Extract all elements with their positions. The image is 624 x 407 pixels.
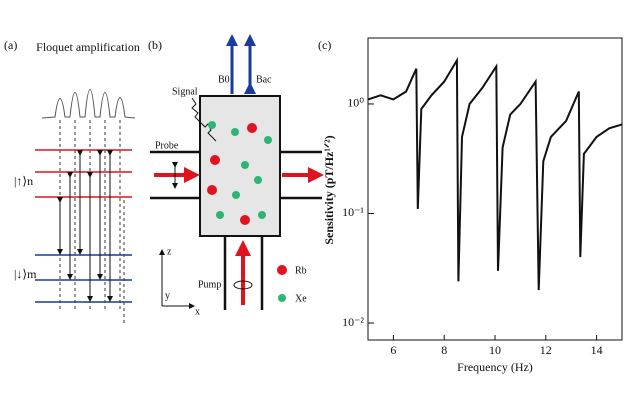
axis-label: z xyxy=(167,246,172,257)
legend-label: Xe xyxy=(295,293,307,304)
tubes xyxy=(150,150,322,310)
panel-label: (b) xyxy=(148,38,162,52)
x-tick-label: 14 xyxy=(591,343,603,357)
signal-label: Signal xyxy=(172,86,198,97)
cell xyxy=(199,95,281,237)
panel-label: (a) xyxy=(4,38,17,52)
panel-label: (c) xyxy=(318,38,331,52)
data-line xyxy=(367,56,623,291)
axes-triad xyxy=(159,249,195,309)
x-axis-label: Frequency (Hz) xyxy=(457,360,533,374)
legend-rb xyxy=(277,265,287,275)
pump-label: Pump xyxy=(198,279,221,290)
signal-coil xyxy=(191,97,217,142)
field-label: Bac xyxy=(256,74,272,85)
level-label: |↑⟩n xyxy=(14,174,33,188)
y-tick-label: 10⁰ xyxy=(347,96,364,110)
axis-label: y xyxy=(165,290,170,301)
y-tick-label: 10⁻¹ xyxy=(342,205,364,219)
axis-label: x xyxy=(195,306,200,317)
legend-label: Rb xyxy=(295,265,307,276)
x-tick-label: 10 xyxy=(489,343,501,357)
probe-label: Probe xyxy=(155,140,179,151)
polarization xyxy=(233,280,253,290)
transitions xyxy=(57,150,113,302)
x-tick-label: 8 xyxy=(441,343,447,357)
panel-a: (a) Floquet amplification |↑⟩n |↓⟩m xyxy=(4,38,140,325)
field-label: B0 xyxy=(218,74,230,85)
spectrum xyxy=(41,89,136,119)
lower-levels xyxy=(35,254,132,303)
x-tick-label: 12 xyxy=(540,343,552,357)
y-tick-label: 10⁻² xyxy=(342,315,364,329)
level-label: |↓⟩m xyxy=(14,267,37,281)
atoms xyxy=(207,121,272,225)
legend-xe xyxy=(278,294,286,302)
x-tick-label: 6 xyxy=(390,343,396,357)
panel-title: Floquet amplification xyxy=(36,40,140,54)
upper-levels xyxy=(35,149,132,198)
plot-frame xyxy=(367,37,623,341)
panel-b: (b) B0 Bac Signal Probe Pump z y x xyxy=(148,34,324,317)
y-axis-label: Sensitivity (pT/Hz¹ᐟ²) xyxy=(322,135,336,244)
